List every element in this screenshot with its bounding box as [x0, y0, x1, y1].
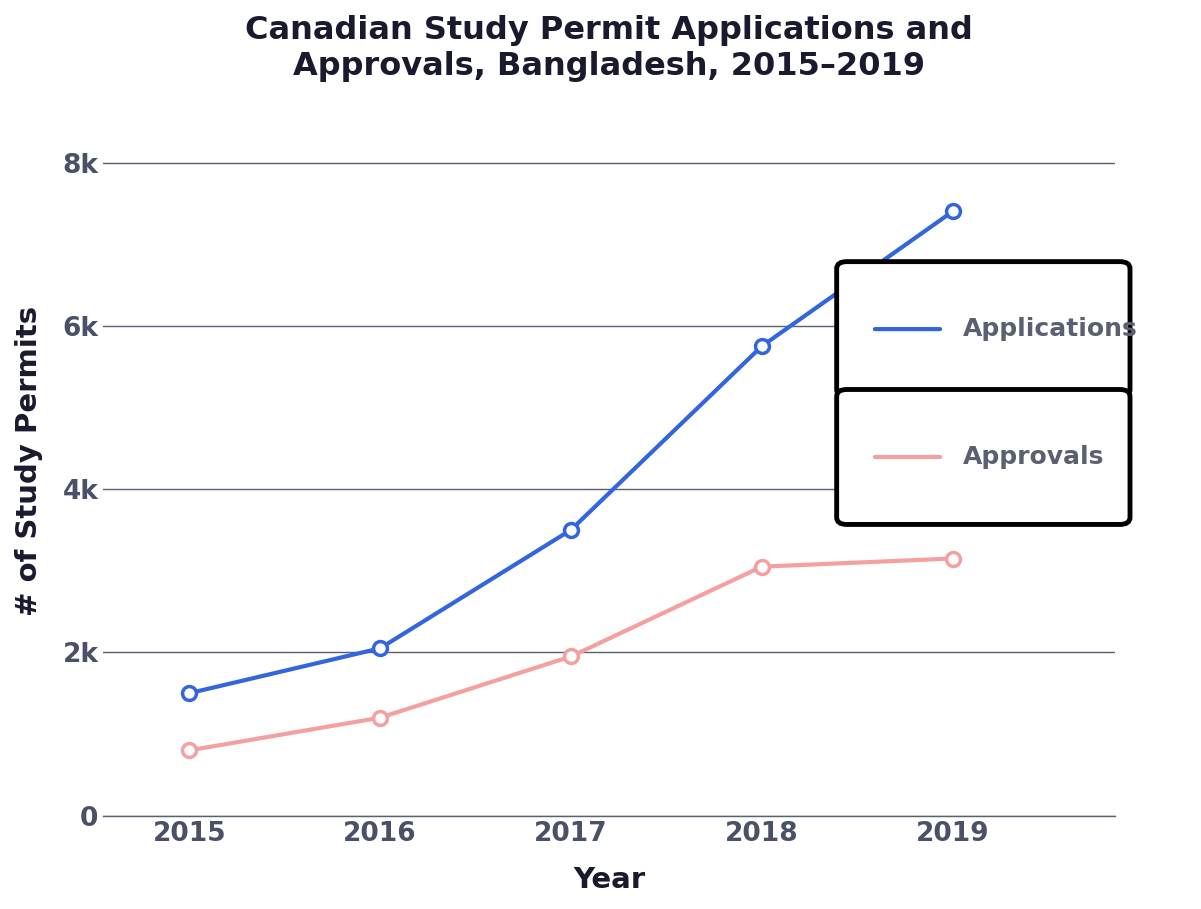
FancyBboxPatch shape — [837, 389, 1130, 524]
Title: Canadian Study Permit Applications and
Approvals, Bangladesh, 2015–2019: Canadian Study Permit Applications and A… — [245, 15, 973, 82]
FancyBboxPatch shape — [837, 262, 1130, 396]
Y-axis label: # of Study Permits: # of Study Permits — [14, 305, 43, 615]
Text: Approvals: Approvals — [963, 445, 1105, 469]
Text: Applications: Applications — [963, 317, 1137, 341]
X-axis label: Year: Year — [573, 866, 645, 894]
